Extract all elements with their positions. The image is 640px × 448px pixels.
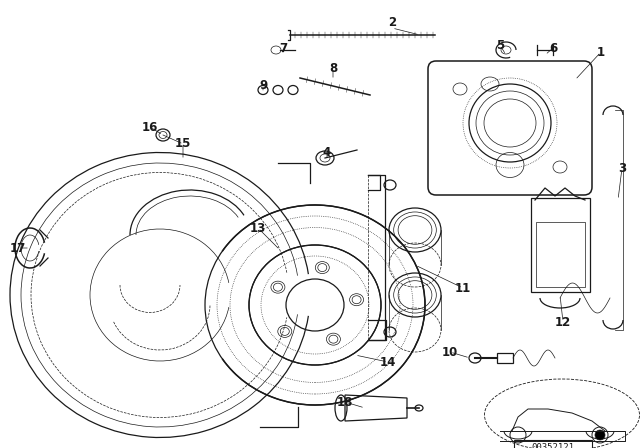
Text: 13: 13	[250, 221, 266, 234]
Text: 4: 4	[323, 146, 331, 159]
Text: 18: 18	[337, 396, 353, 409]
Text: 7: 7	[279, 42, 287, 55]
Text: 00352121: 00352121	[531, 443, 575, 448]
Text: 12: 12	[555, 315, 571, 328]
Text: 15: 15	[175, 137, 191, 150]
Text: 9: 9	[259, 78, 267, 91]
Text: 16: 16	[142, 121, 158, 134]
Text: 10: 10	[442, 345, 458, 358]
Text: 17: 17	[10, 241, 26, 254]
Text: 8: 8	[329, 61, 337, 74]
Text: 1: 1	[597, 46, 605, 59]
Circle shape	[595, 430, 605, 440]
Text: 5: 5	[496, 39, 504, 52]
Text: 11: 11	[455, 281, 471, 294]
Text: 14: 14	[380, 356, 396, 369]
Text: 6: 6	[549, 42, 557, 55]
Text: 2: 2	[388, 16, 396, 29]
Text: 3: 3	[618, 161, 626, 175]
